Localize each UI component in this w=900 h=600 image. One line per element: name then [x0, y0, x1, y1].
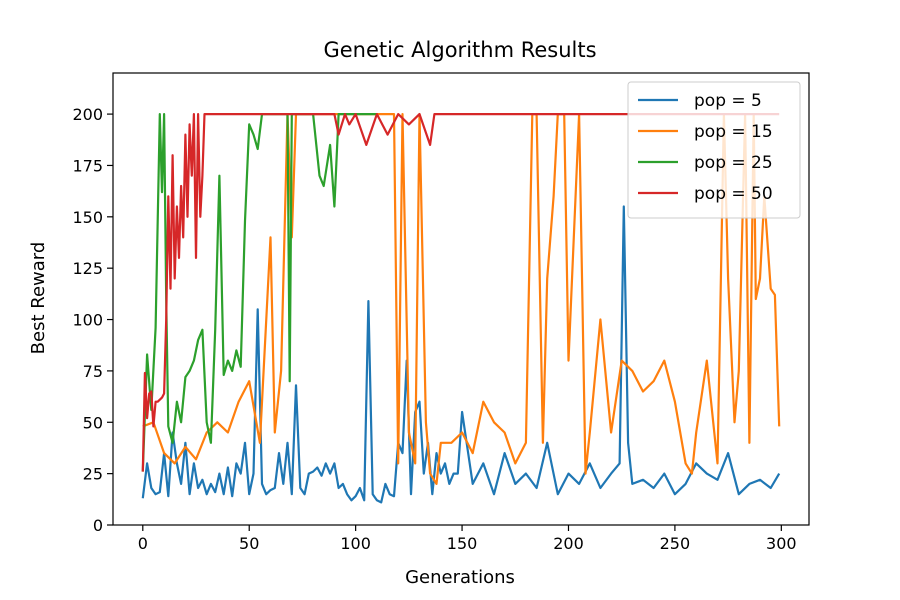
- series-line-2: [141, 113, 377, 472]
- legend-label-2: pop = 25: [694, 153, 773, 173]
- x-axis-label: Generations: [405, 567, 515, 588]
- y-tick-label: 175: [72, 156, 103, 175]
- x-axis: 0 50 100 150 200 250 300: [138, 525, 797, 553]
- x-tick-label: 100: [340, 534, 371, 553]
- legend-label-3: pop = 50: [694, 184, 773, 204]
- x-tick-label: 150: [447, 534, 478, 553]
- y-tick-label: 75: [83, 362, 103, 381]
- legend: pop = 5 pop = 15 pop = 25 pop = 50: [627, 81, 801, 219]
- series-line-3: [141, 113, 780, 472]
- plot-frame: [112, 72, 810, 526]
- x-tick-label: 250: [660, 534, 691, 553]
- y-axis-label: Best Reward: [28, 242, 49, 355]
- series-line-0: [141, 205, 781, 504]
- y-tick-label: 150: [72, 208, 103, 227]
- y-tick-label: 125: [72, 259, 103, 278]
- chart-title: Genetic Algorithm Results: [323, 38, 596, 62]
- y-tick-label: 100: [72, 311, 103, 330]
- series-line-1: [142, 113, 781, 485]
- y-tick-label: 200: [72, 105, 103, 124]
- series-layer: [141, 113, 781, 504]
- legend-label-0: pop = 5: [694, 91, 762, 111]
- y-tick-label: 0: [93, 516, 103, 535]
- x-tick-label: 0: [138, 534, 148, 553]
- legend-box: [627, 81, 801, 219]
- y-axis: 0 25 50 75 100 125 150 175 200: [72, 105, 113, 535]
- x-tick-label: 300: [766, 534, 797, 553]
- y-tick-label: 25: [83, 465, 103, 484]
- legend-label-1: pop = 15: [694, 122, 773, 142]
- x-tick-label: 50: [239, 534, 259, 553]
- x-tick-label: 200: [553, 534, 584, 553]
- y-tick-label: 50: [83, 413, 103, 432]
